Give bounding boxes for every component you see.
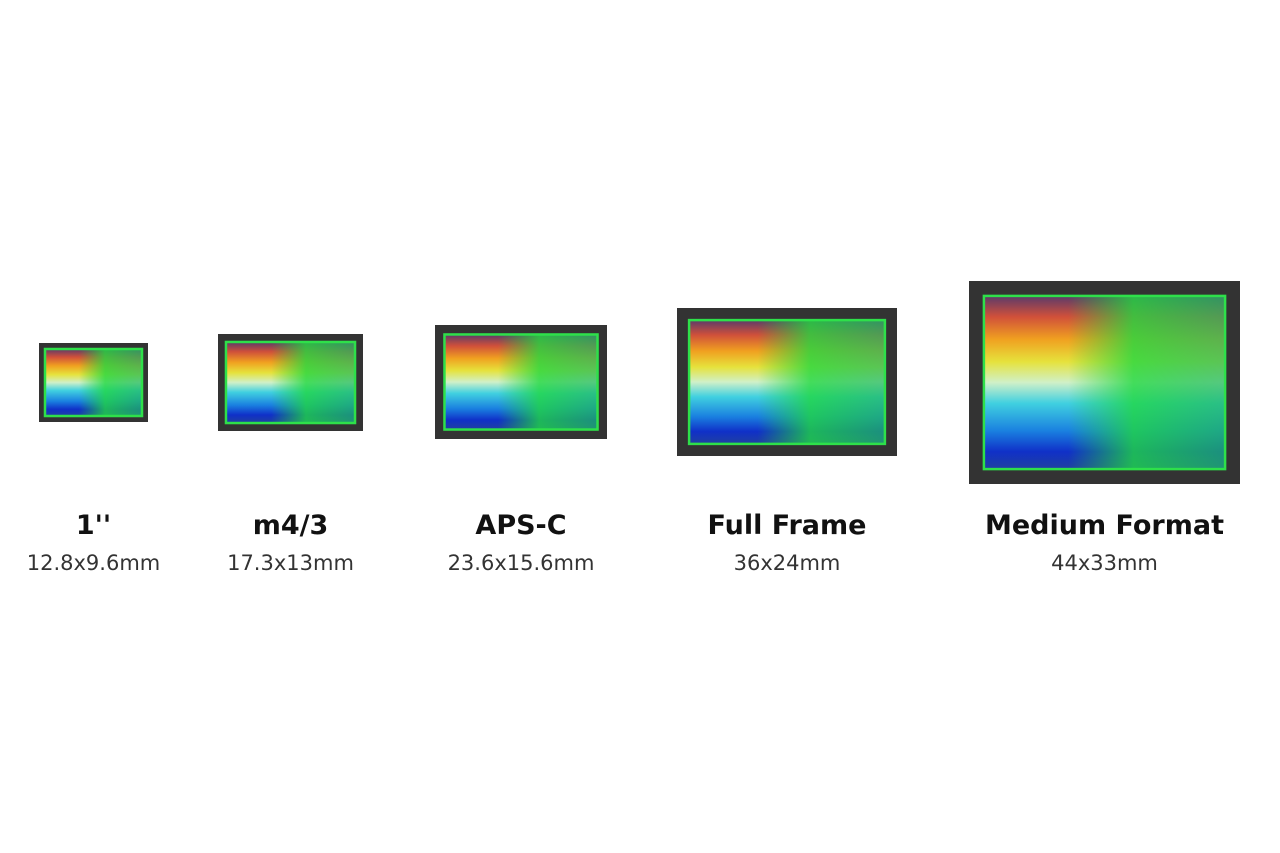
sensor-border bbox=[443, 333, 599, 431]
sensor-size: 44x33mm bbox=[1051, 551, 1158, 575]
sensor-tint bbox=[689, 320, 885, 444]
sensor-name: 1'' bbox=[76, 510, 111, 541]
sensor: APS-C 23.6x15.6mm bbox=[435, 325, 607, 575]
sensor-tint bbox=[44, 348, 143, 417]
sensor-border bbox=[687, 318, 887, 446]
sensor-name: APS-C bbox=[475, 510, 566, 541]
sensors: 1'' 12.8x9.6mm m4/3 17.3x13mm APS-C 23.6x15.6… bbox=[27, 281, 1240, 575]
sensor-name: Full Frame bbox=[708, 510, 867, 541]
sensor-name: Medium Format bbox=[985, 510, 1224, 541]
sensor-border bbox=[224, 340, 357, 425]
sensor: 1'' 12.8x9.6mm bbox=[27, 343, 161, 575]
sensor-tint bbox=[983, 295, 1226, 470]
sensor-border bbox=[43, 347, 144, 418]
sensor-tint bbox=[225, 341, 356, 424]
sensor-size: 23.6x15.6mm bbox=[448, 551, 595, 575]
sensor-border bbox=[982, 294, 1227, 471]
sensor-size: 17.3x13mm bbox=[227, 551, 354, 575]
sensor-tint bbox=[444, 334, 598, 430]
sensor-name: m4/3 bbox=[253, 510, 329, 541]
sensor-size: 36x24mm bbox=[734, 551, 841, 575]
sensor: Full Frame 36x24mm bbox=[677, 308, 897, 575]
sensor: m4/3 17.3x13mm bbox=[218, 334, 363, 575]
sensor-size: 12.8x9.6mm bbox=[27, 551, 161, 575]
sensor: Medium Format 44x33mm bbox=[969, 281, 1240, 575]
